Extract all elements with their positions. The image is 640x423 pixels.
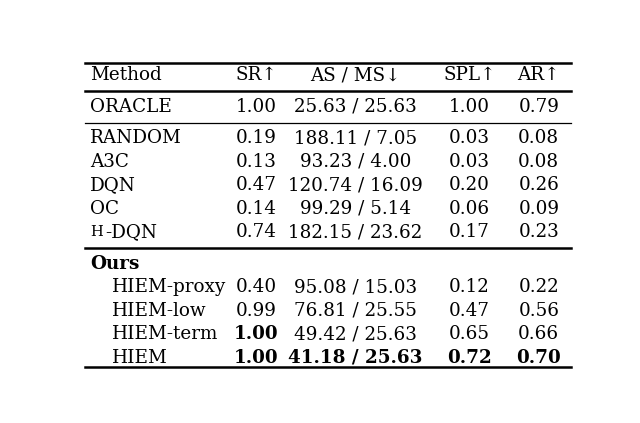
Text: 95.08 / 15.03: 95.08 / 15.03 bbox=[294, 278, 417, 297]
Text: 0.70: 0.70 bbox=[516, 349, 561, 367]
Text: 0.99: 0.99 bbox=[236, 302, 276, 320]
Text: 0.03: 0.03 bbox=[449, 153, 490, 171]
Text: 0.65: 0.65 bbox=[449, 325, 490, 343]
Text: 49.42 / 25.63: 49.42 / 25.63 bbox=[294, 325, 417, 343]
Text: H: H bbox=[90, 225, 102, 239]
Text: 0.20: 0.20 bbox=[449, 176, 490, 194]
Text: 188.11 / 7.05: 188.11 / 7.05 bbox=[294, 129, 417, 147]
Text: 0.08: 0.08 bbox=[518, 153, 559, 171]
Text: 0.03: 0.03 bbox=[449, 129, 490, 147]
Text: HIEM-low: HIEM-low bbox=[112, 302, 207, 320]
Text: 41.18 / 25.63: 41.18 / 25.63 bbox=[288, 349, 422, 367]
Text: HIEM-term: HIEM-term bbox=[112, 325, 219, 343]
Text: 1.00: 1.00 bbox=[234, 325, 278, 343]
Text: 0.09: 0.09 bbox=[518, 200, 559, 218]
Text: Ours: Ours bbox=[90, 255, 140, 273]
Text: HIEM: HIEM bbox=[112, 349, 168, 367]
Text: 1.00: 1.00 bbox=[234, 349, 278, 367]
Text: ORACLE: ORACLE bbox=[90, 98, 172, 116]
Text: 0.22: 0.22 bbox=[518, 278, 559, 297]
Text: A3C: A3C bbox=[90, 153, 129, 171]
Text: 0.56: 0.56 bbox=[518, 302, 559, 320]
Text: 0.12: 0.12 bbox=[449, 278, 490, 297]
Text: 182.15 / 23.62: 182.15 / 23.62 bbox=[288, 223, 422, 241]
Text: 0.72: 0.72 bbox=[447, 349, 492, 367]
Text: 1.00: 1.00 bbox=[236, 98, 276, 116]
Text: 0.40: 0.40 bbox=[236, 278, 276, 297]
Text: Method: Method bbox=[90, 66, 162, 84]
Text: SR↑: SR↑ bbox=[236, 66, 277, 84]
Text: AR↑: AR↑ bbox=[518, 66, 560, 84]
Text: -DQN: -DQN bbox=[105, 223, 157, 241]
Text: 0.26: 0.26 bbox=[518, 176, 559, 194]
Text: 0.19: 0.19 bbox=[236, 129, 276, 147]
Text: 25.63 / 25.63: 25.63 / 25.63 bbox=[294, 98, 417, 116]
Text: 0.47: 0.47 bbox=[449, 302, 490, 320]
Text: 0.17: 0.17 bbox=[449, 223, 490, 241]
Text: RANDOM: RANDOM bbox=[90, 129, 182, 147]
Text: 93.23 / 4.00: 93.23 / 4.00 bbox=[300, 153, 411, 171]
Text: 1.00: 1.00 bbox=[449, 98, 490, 116]
Text: 99.29 / 5.14: 99.29 / 5.14 bbox=[300, 200, 411, 218]
Text: AS / MS↓: AS / MS↓ bbox=[310, 66, 401, 84]
Text: 0.13: 0.13 bbox=[236, 153, 276, 171]
Text: 0.14: 0.14 bbox=[236, 200, 276, 218]
Text: 76.81 / 25.55: 76.81 / 25.55 bbox=[294, 302, 417, 320]
Text: 0.47: 0.47 bbox=[236, 176, 276, 194]
Text: 0.66: 0.66 bbox=[518, 325, 559, 343]
Text: SPL↑: SPL↑ bbox=[443, 66, 495, 84]
Text: HIEM-proxy: HIEM-proxy bbox=[112, 278, 227, 297]
Text: OC: OC bbox=[90, 200, 119, 218]
Text: 0.74: 0.74 bbox=[236, 223, 276, 241]
Text: 0.79: 0.79 bbox=[518, 98, 559, 116]
Text: 0.08: 0.08 bbox=[518, 129, 559, 147]
Text: 0.23: 0.23 bbox=[518, 223, 559, 241]
Text: 0.06: 0.06 bbox=[449, 200, 490, 218]
Text: 120.74 / 16.09: 120.74 / 16.09 bbox=[288, 176, 422, 194]
Text: DQN: DQN bbox=[90, 176, 136, 194]
